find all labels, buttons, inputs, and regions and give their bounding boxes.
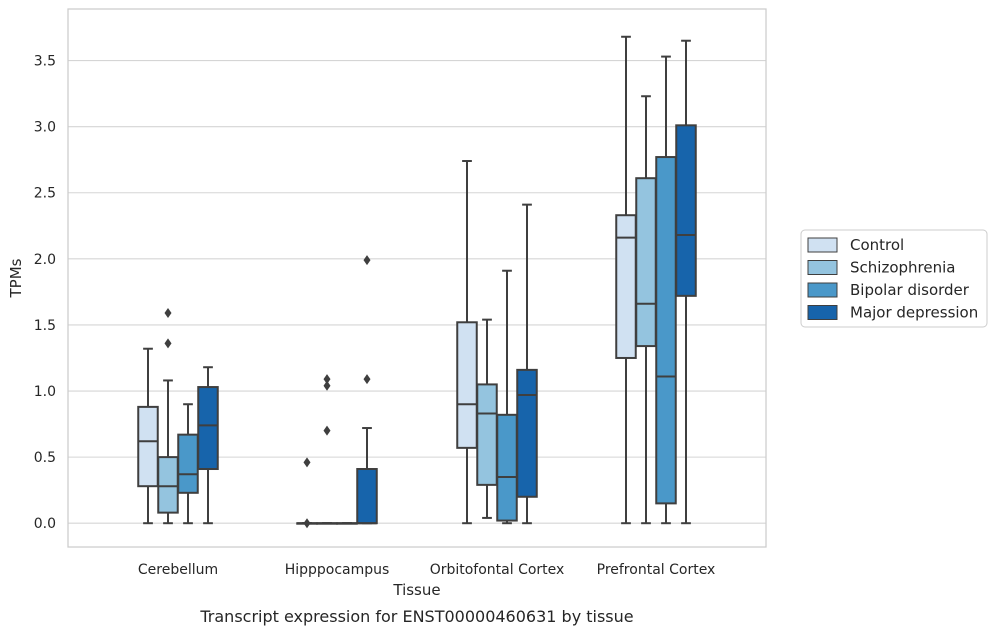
outlier-point xyxy=(323,425,331,436)
legend-swatch xyxy=(807,282,838,298)
box-2-3 xyxy=(516,203,538,525)
box-2-0 xyxy=(456,160,478,525)
y-tick-label: 3.5 xyxy=(34,54,56,70)
box-0-3 xyxy=(197,366,219,525)
box-0-0 xyxy=(137,347,159,525)
y-tick-label: 0.5 xyxy=(34,450,56,466)
y-tick-label: 1.5 xyxy=(34,318,56,334)
box-3-2 xyxy=(655,55,677,525)
y-tick-labels: 0.0 0.5 1.0 1.5 2.0 2.5 3.0 3.5 xyxy=(34,54,56,533)
x-tick-label: Hipppocampus xyxy=(285,562,390,578)
box xyxy=(157,456,179,514)
outlier-point xyxy=(323,380,331,391)
legend-frame xyxy=(800,229,988,328)
box xyxy=(635,177,657,348)
box-3-3 xyxy=(675,39,697,525)
box-plots xyxy=(137,35,697,529)
box xyxy=(476,383,498,486)
box-1-3 xyxy=(356,255,378,525)
box-3-1 xyxy=(635,95,657,525)
box xyxy=(456,321,478,449)
box-3-0 xyxy=(615,35,637,525)
x-tick-label: Cerebellum xyxy=(138,562,218,578)
box xyxy=(197,386,219,471)
outlier-point xyxy=(323,374,331,385)
legend-label: Major depression xyxy=(850,304,978,322)
legend-swatch xyxy=(807,237,838,253)
outlier-point xyxy=(363,374,371,385)
legend-label: Bipolar disorder xyxy=(850,281,970,299)
y-tick-label: 1.0 xyxy=(34,384,56,400)
x-tick-labels: Cerebellum Hipppocampus Orbitofontal Corte… xyxy=(138,562,715,578)
y-tick-label: 2.5 xyxy=(34,186,56,202)
x-tick-label: Prefrontal Cortex xyxy=(597,562,716,578)
legend-swatch xyxy=(807,260,838,275)
box xyxy=(655,156,677,505)
legend-label: Schizophrenia xyxy=(850,259,955,277)
y-tick-label: 2.0 xyxy=(34,252,56,268)
box xyxy=(615,214,637,359)
outlier-point xyxy=(303,457,311,468)
legend: Control Schizophrenia Bipolar disorder Majo… xyxy=(800,229,988,328)
box-1-0 xyxy=(296,457,318,529)
legend-swatch xyxy=(807,305,838,320)
outlier-point xyxy=(164,308,172,319)
box-0-2 xyxy=(177,403,199,525)
chart-caption: Transcript expression for ENST0000046063… xyxy=(199,607,633,626)
outlier-point xyxy=(363,255,371,266)
box-1-2 xyxy=(336,522,358,525)
box xyxy=(496,413,518,522)
legend-label: Control xyxy=(850,236,904,254)
box xyxy=(516,368,538,498)
box xyxy=(356,468,378,525)
box-1-1 xyxy=(316,374,338,525)
box xyxy=(177,433,199,494)
box-0-1 xyxy=(157,308,179,525)
y-axis-label: TPMs xyxy=(7,258,25,298)
box-2-2 xyxy=(496,269,518,525)
box xyxy=(675,124,697,297)
x-tick-label: Orbitofontal Cortex xyxy=(430,562,565,578)
outlier-point xyxy=(303,518,311,529)
box-2-1 xyxy=(476,318,498,519)
plot-frame xyxy=(67,8,767,548)
y-tick-label: 0.0 xyxy=(34,516,56,532)
x-axis-label: Tissue xyxy=(392,581,440,599)
outlier-point xyxy=(164,338,172,349)
box xyxy=(137,405,159,488)
y-tick-label: 3.0 xyxy=(34,120,56,136)
